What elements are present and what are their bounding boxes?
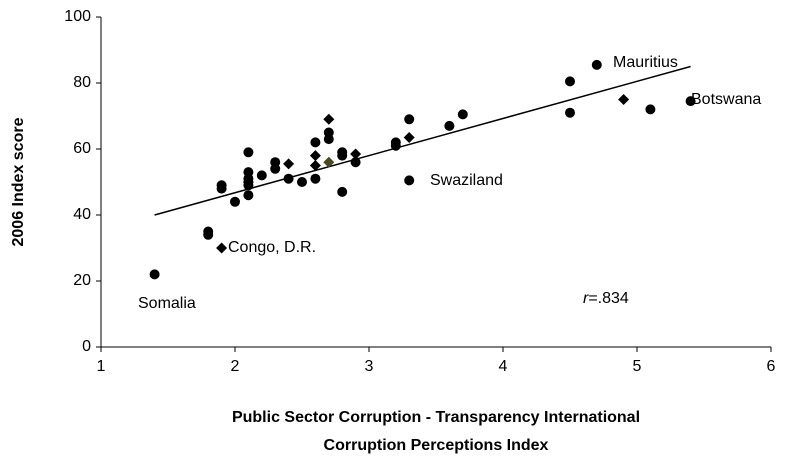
point [203,229,214,240]
point [216,183,227,194]
point [618,94,630,105]
point [309,160,321,171]
point [297,177,307,187]
stat-label: r=.834 [583,290,629,307]
point [216,242,228,254]
y-tick-label: 100 [64,8,91,25]
point [283,158,295,170]
y-tick-label: 80 [73,74,91,91]
point [242,176,254,188]
point [243,190,254,201]
y-tick-label: 20 [73,272,91,289]
x-tick-label: 3 [365,358,374,375]
annotation: Congo, D.R. [228,239,316,256]
stat-symbol: r [583,290,589,307]
point [350,157,361,168]
x-tick-label: 6 [767,358,776,375]
point [323,156,335,168]
annotation: Swaziland [430,172,503,189]
annotation: Botswana [691,91,761,108]
point [390,140,401,151]
point [565,107,575,118]
trendline [154,65,691,216]
point [310,173,321,184]
x-axis-title: Corruption Perceptions Index [324,437,549,454]
point [256,170,267,181]
x-axis-title: Public Sector Corruption - Transparency … [232,409,640,426]
point [403,131,415,143]
point [243,147,254,158]
point [645,104,656,115]
point [149,269,160,280]
annotation: Mauritius [613,54,678,71]
x-tick-label: 2 [231,358,240,375]
point [444,120,455,131]
point [591,59,602,70]
x-tick-label: 4 [499,358,508,375]
y-tick-label: 60 [73,140,91,157]
point [323,113,335,125]
point [404,175,415,186]
point [310,137,321,148]
point [309,150,321,162]
point [350,148,362,160]
y-axis-title: 2006 Index score [10,117,27,246]
point [337,186,348,197]
point [323,134,334,145]
point [270,163,281,174]
point [230,196,240,207]
x-tick-label: 1 [97,358,106,375]
stat-value: =.834 [588,290,629,307]
point [283,173,294,184]
point [457,109,468,120]
y-tick-label: 40 [73,206,91,223]
point [565,76,575,87]
point [685,96,696,107]
annotation: Somalia [138,295,196,312]
point [337,150,348,161]
point [404,114,415,125]
x-tick-label: 5 [633,358,642,375]
y-tick-label: 0 [82,338,91,355]
